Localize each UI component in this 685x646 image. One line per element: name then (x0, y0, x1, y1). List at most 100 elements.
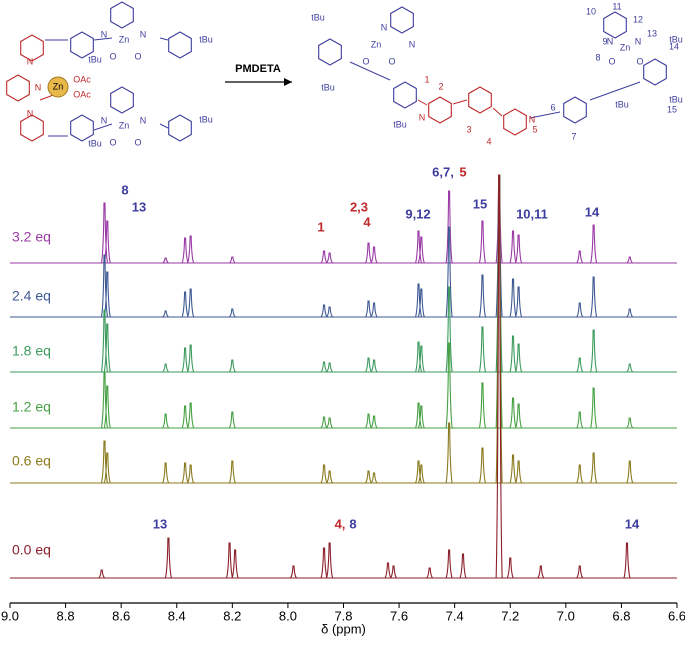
peak (226, 542, 234, 579)
ring (20, 34, 44, 62)
peak (231, 549, 239, 579)
peak (506, 557, 514, 579)
series-label: 1.8 eq (12, 343, 51, 359)
atom-label: N (409, 39, 416, 49)
peak (370, 359, 378, 373)
peak-annotation: 9,12 (405, 206, 430, 221)
atom-label: O (608, 56, 615, 66)
peak (417, 405, 425, 429)
peak (320, 416, 328, 429)
ring (70, 114, 94, 142)
series-label: 0.6 eq (12, 453, 51, 469)
peak (326, 417, 334, 429)
x-axis-label: δ (ppm) (321, 621, 366, 636)
atom-label: Zn (53, 81, 64, 91)
peak (459, 553, 467, 579)
peak (103, 323, 111, 373)
atom-label: Zn (620, 42, 631, 52)
peak (100, 440, 109, 484)
atom-label: tBu (199, 34, 213, 44)
atom-label: O (636, 56, 643, 66)
atom-label: OAc (73, 74, 91, 84)
atom-label: N (419, 112, 426, 122)
peak (365, 413, 372, 429)
peak (576, 357, 584, 373)
peak (515, 460, 523, 484)
peak (103, 452, 111, 484)
atom-label: tBu (669, 34, 683, 44)
peak (100, 309, 109, 373)
peak (417, 236, 425, 264)
atom-label: O (109, 137, 116, 147)
peak (626, 308, 634, 318)
ring (168, 31, 192, 59)
peak (365, 470, 372, 484)
peak (187, 464, 195, 484)
atom-number: 4 (486, 136, 491, 146)
peak (320, 250, 328, 264)
peak (426, 567, 434, 579)
x-tick-label: 6.6 (668, 608, 685, 623)
atom-number: 14 (669, 41, 679, 51)
atom-label: Zn (119, 34, 130, 44)
peak (417, 288, 425, 318)
atom-label: tBu (199, 114, 213, 124)
ring (168, 114, 192, 142)
peak (417, 464, 425, 484)
atom-label: N (101, 115, 108, 125)
peak (417, 345, 425, 373)
atom-number: 8 (595, 52, 600, 62)
atom-number: 9 (602, 36, 607, 46)
peak (187, 344, 195, 373)
peak (537, 565, 545, 579)
ring (110, 1, 134, 29)
ring (503, 108, 527, 136)
peak (370, 246, 378, 264)
x-tick-label: 9.0 (1, 608, 19, 623)
bond (349, 61, 641, 119)
peak-annotation: 13 (132, 199, 146, 214)
atom-number: 11 (612, 1, 621, 11)
atom-label: N (607, 36, 614, 46)
peak (320, 361, 328, 373)
peak (228, 411, 236, 429)
ring (468, 86, 492, 114)
peak (515, 234, 523, 264)
peak-annotation: 2,3 (350, 199, 368, 214)
atom-label: tBu (88, 54, 102, 64)
peak (445, 342, 453, 429)
peak (228, 359, 236, 373)
peak (370, 302, 378, 318)
peak (478, 274, 486, 318)
atom-label: OAc (73, 89, 91, 99)
atom-label: N (140, 29, 147, 39)
x-tick-label: 7.2 (501, 608, 519, 623)
peak (590, 276, 598, 318)
ring (563, 96, 587, 124)
x-tick-label: 6.8 (612, 608, 630, 623)
peak (100, 254, 109, 318)
series-label: 1.2 eq (12, 399, 51, 415)
atom-number: 1 (424, 74, 429, 84)
peak (326, 542, 334, 579)
arrow-head (284, 78, 292, 86)
peak (187, 235, 195, 264)
peak (365, 357, 372, 373)
peak (495, 174, 503, 579)
x-tick-label: 7.4 (446, 608, 464, 623)
x-tick-label: 7.8 (334, 608, 352, 623)
atom-label: N (381, 22, 388, 32)
atom-number: 2 (438, 81, 443, 91)
peak (515, 286, 523, 318)
atom-number: 3 (466, 124, 471, 134)
atom-label: N (635, 36, 642, 46)
peak (478, 326, 486, 373)
peak-annotation: 4, (335, 516, 346, 531)
ring (390, 6, 414, 34)
ring (70, 31, 94, 59)
ring (20, 114, 44, 142)
peak (181, 405, 189, 429)
peak (228, 308, 236, 318)
peak (576, 565, 584, 579)
